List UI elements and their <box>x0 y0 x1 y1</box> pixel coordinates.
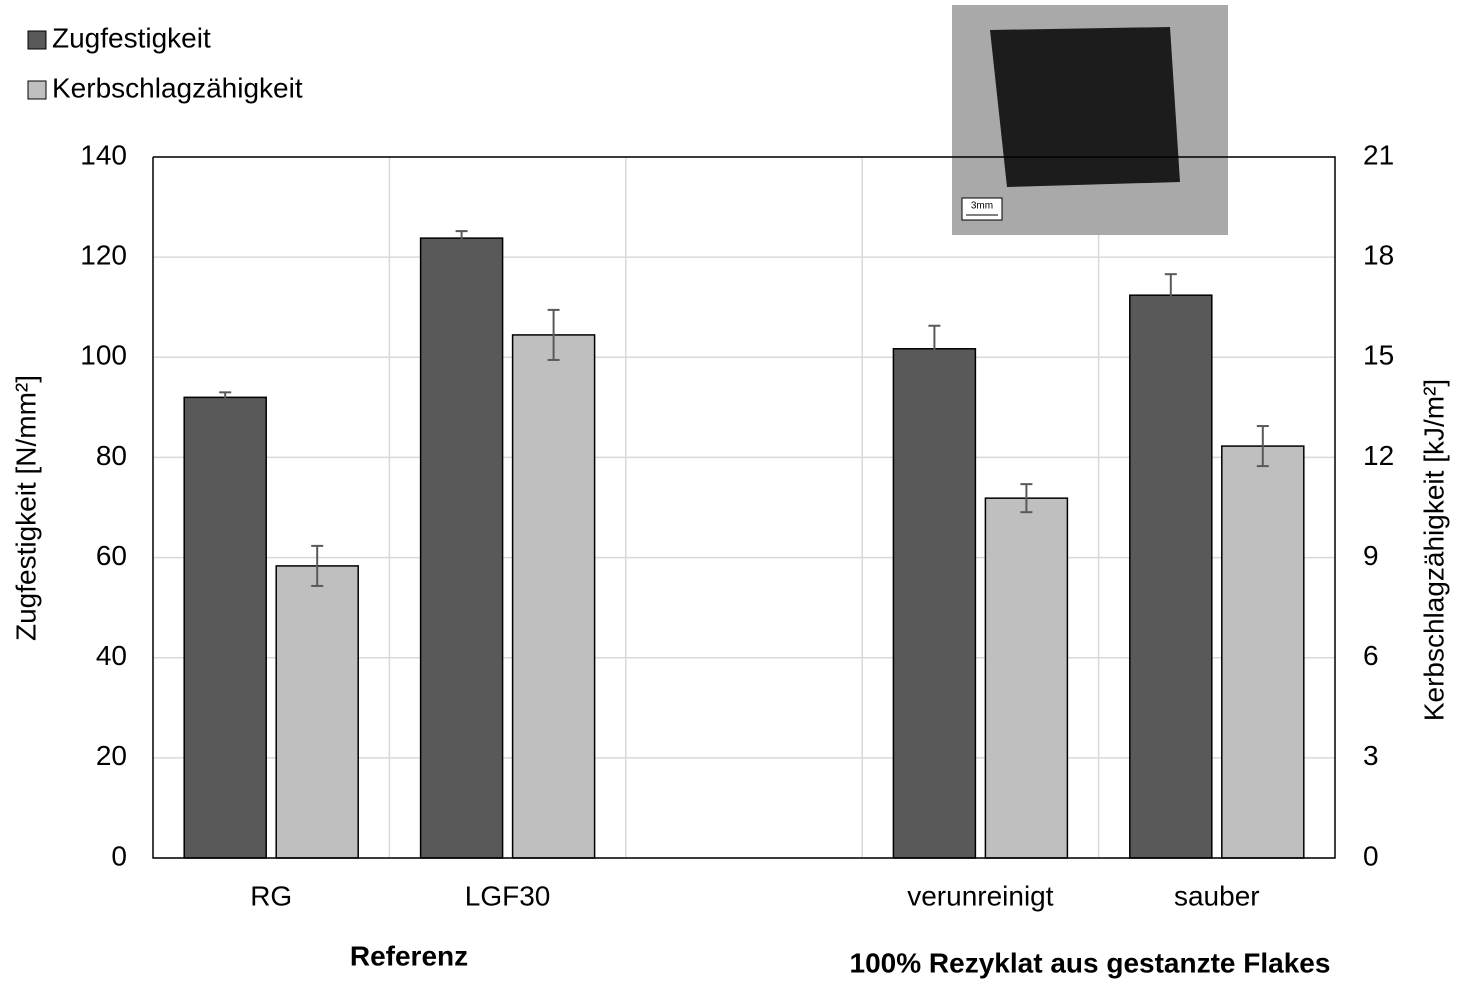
bar <box>984 497 1069 859</box>
plot-frame <box>152 156 1336 859</box>
y-tick-label: 0 <box>111 840 127 871</box>
legend-swatch <box>27 30 47 50</box>
y2-tick-label: 18 <box>1363 240 1394 271</box>
error-bar <box>219 391 232 404</box>
bar <box>511 334 596 859</box>
y2-tick-label: 21 <box>1363 139 1394 170</box>
y2-axis-label: Kerbschlagzähigkeit [kJ/m²] <box>1418 379 1449 721</box>
y2-tick-label: 12 <box>1363 440 1394 471</box>
error-bar <box>1164 273 1177 318</box>
y-tick-label: 40 <box>96 640 127 671</box>
error-bar <box>928 324 941 373</box>
bar <box>419 237 504 859</box>
bar <box>1129 294 1213 859</box>
y-tick-label: 20 <box>96 740 127 771</box>
legend-label: Kerbschlagzähigkeit <box>52 72 303 103</box>
x-tick-label: RG <box>250 880 292 911</box>
y-tick-label: 140 <box>80 139 127 170</box>
y2-tick-label: 15 <box>1363 340 1394 371</box>
bar <box>1221 445 1305 859</box>
group-label: Referenz <box>350 940 468 971</box>
y2-tick-label: 6 <box>1363 640 1379 671</box>
x-tick-label: sauber <box>1174 880 1260 911</box>
y-tick-label: 80 <box>96 440 127 471</box>
y2-tick-label: 9 <box>1363 540 1379 571</box>
x-tick-label: verunreinigt <box>907 880 1054 911</box>
bar <box>183 396 267 859</box>
y-tick-label: 120 <box>80 240 127 271</box>
legend-swatch <box>27 80 47 100</box>
x-tick-label: LGF30 <box>465 880 551 911</box>
y-tick-label: 100 <box>80 340 127 371</box>
error-bar <box>311 544 324 587</box>
legend-label: Zugfestigkeit <box>52 22 211 53</box>
inset-scale-label: 3mm <box>971 201 993 212</box>
bar <box>275 565 359 859</box>
inset-image: 3mm <box>952 5 1228 235</box>
error-bar <box>1256 425 1269 468</box>
y-tick-label: 60 <box>96 540 127 571</box>
bar <box>892 348 977 859</box>
error-bar <box>455 230 468 247</box>
y2-tick-label: 0 <box>1363 840 1379 871</box>
error-bar <box>1020 483 1033 514</box>
group-label: 100% Rezyklat aus gestanzte Flakes <box>850 947 1331 978</box>
y2-tick-label: 3 <box>1363 740 1379 771</box>
error-bar <box>547 308 560 361</box>
y-axis-label: Zugfestigkeit [N/mm²] <box>10 375 41 641</box>
